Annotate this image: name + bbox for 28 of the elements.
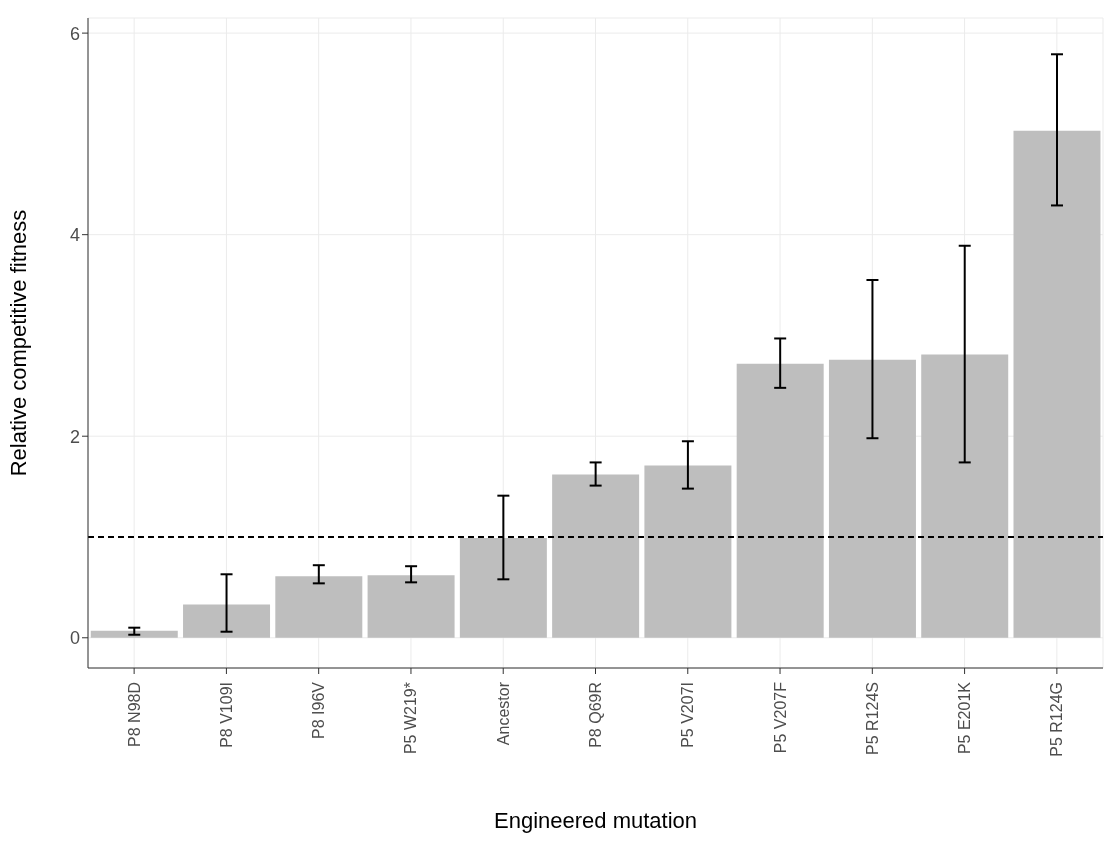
- bar: [459, 538, 547, 638]
- y-axis-title: Relative competitive fitness: [5, 209, 31, 477]
- bar: [367, 575, 455, 638]
- x-tick-label: P8 N98D: [125, 682, 143, 747]
- bar: [736, 363, 824, 638]
- x-axis-title: Engineered mutation: [493, 808, 698, 833]
- x-tick-label: P5 E201K: [956, 681, 974, 755]
- bar: [552, 474, 640, 638]
- y-tick-label: 6: [69, 23, 80, 44]
- x-tick-label: Ancestor: [494, 681, 512, 746]
- y-tick-label: 4: [69, 225, 80, 246]
- bar: [921, 354, 1009, 638]
- x-tick-label: P5 R124S: [863, 682, 881, 755]
- bar: [644, 465, 732, 638]
- y-tick-label: 2: [69, 426, 80, 447]
- x-tick-label: P8 V109I: [217, 682, 235, 748]
- x-tick-label: P5 V207F: [771, 681, 789, 754]
- bar: [1013, 130, 1101, 638]
- x-tick-label: P8 Q69R: [587, 682, 604, 748]
- bar: [183, 604, 271, 638]
- x-tick-label: P8 I96V: [310, 681, 328, 739]
- x-tick-label: P5 V207I: [679, 682, 697, 748]
- x-tick-label: P5 R124G: [1048, 682, 1066, 757]
- bar: [275, 576, 363, 638]
- bar: [828, 359, 916, 638]
- x-tick-label: P5 W219*: [402, 682, 420, 755]
- bar: [90, 630, 178, 638]
- y-tick-label: 0: [69, 628, 80, 649]
